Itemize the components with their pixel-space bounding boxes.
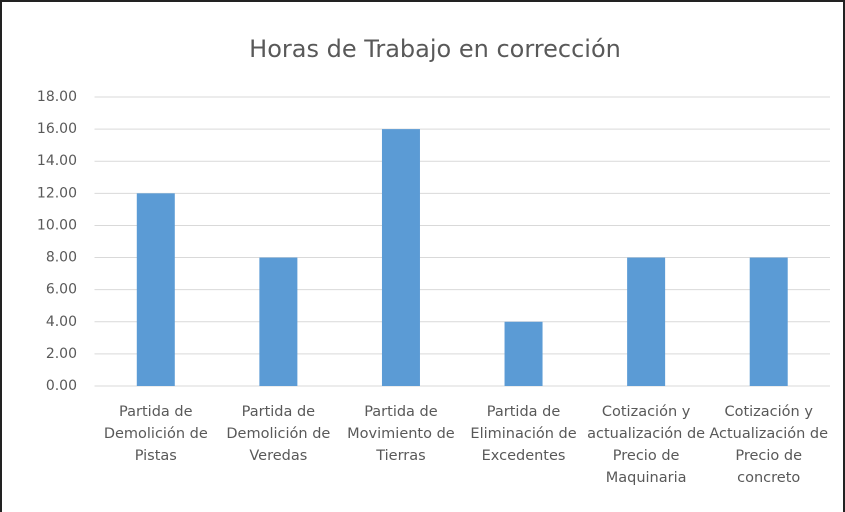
y-tick-label: 12.00	[37, 185, 77, 201]
x-tick-label: Partida de Demolición de Pistas	[103, 404, 208, 464]
bar	[136, 193, 175, 386]
x-tick-label: Partida de Eliminación de Excedentes	[470, 404, 577, 464]
y-tick-label: 14.00	[37, 153, 77, 169]
chart-title: Horas de Trabajo en corrección	[249, 35, 621, 63]
y-tick-label: 16.00	[37, 121, 77, 137]
bar	[259, 257, 298, 386]
x-tick-label: Cotización y actualización de Precio de …	[587, 404, 706, 486]
x-tick-label: Partida de Demolición de Veredas	[226, 404, 331, 464]
y-tick-label: 0.00	[46, 378, 77, 394]
bar	[749, 257, 788, 386]
y-tick-label: 18.00	[37, 89, 77, 105]
bar	[381, 129, 420, 386]
y-tick-label: 2.00	[46, 346, 77, 362]
x-tick-label: Partida de Movimiento de Tierras	[347, 404, 455, 464]
y-tick-label: 10.00	[37, 217, 77, 233]
y-tick-label: 6.00	[46, 282, 77, 298]
y-tick-label: 8.00	[46, 250, 77, 266]
y-tick-label: 4.00	[46, 314, 77, 330]
x-tick-label: Cotización y Actualización de Precio de …	[709, 404, 829, 486]
bar	[627, 257, 666, 386]
bar	[504, 321, 543, 386]
